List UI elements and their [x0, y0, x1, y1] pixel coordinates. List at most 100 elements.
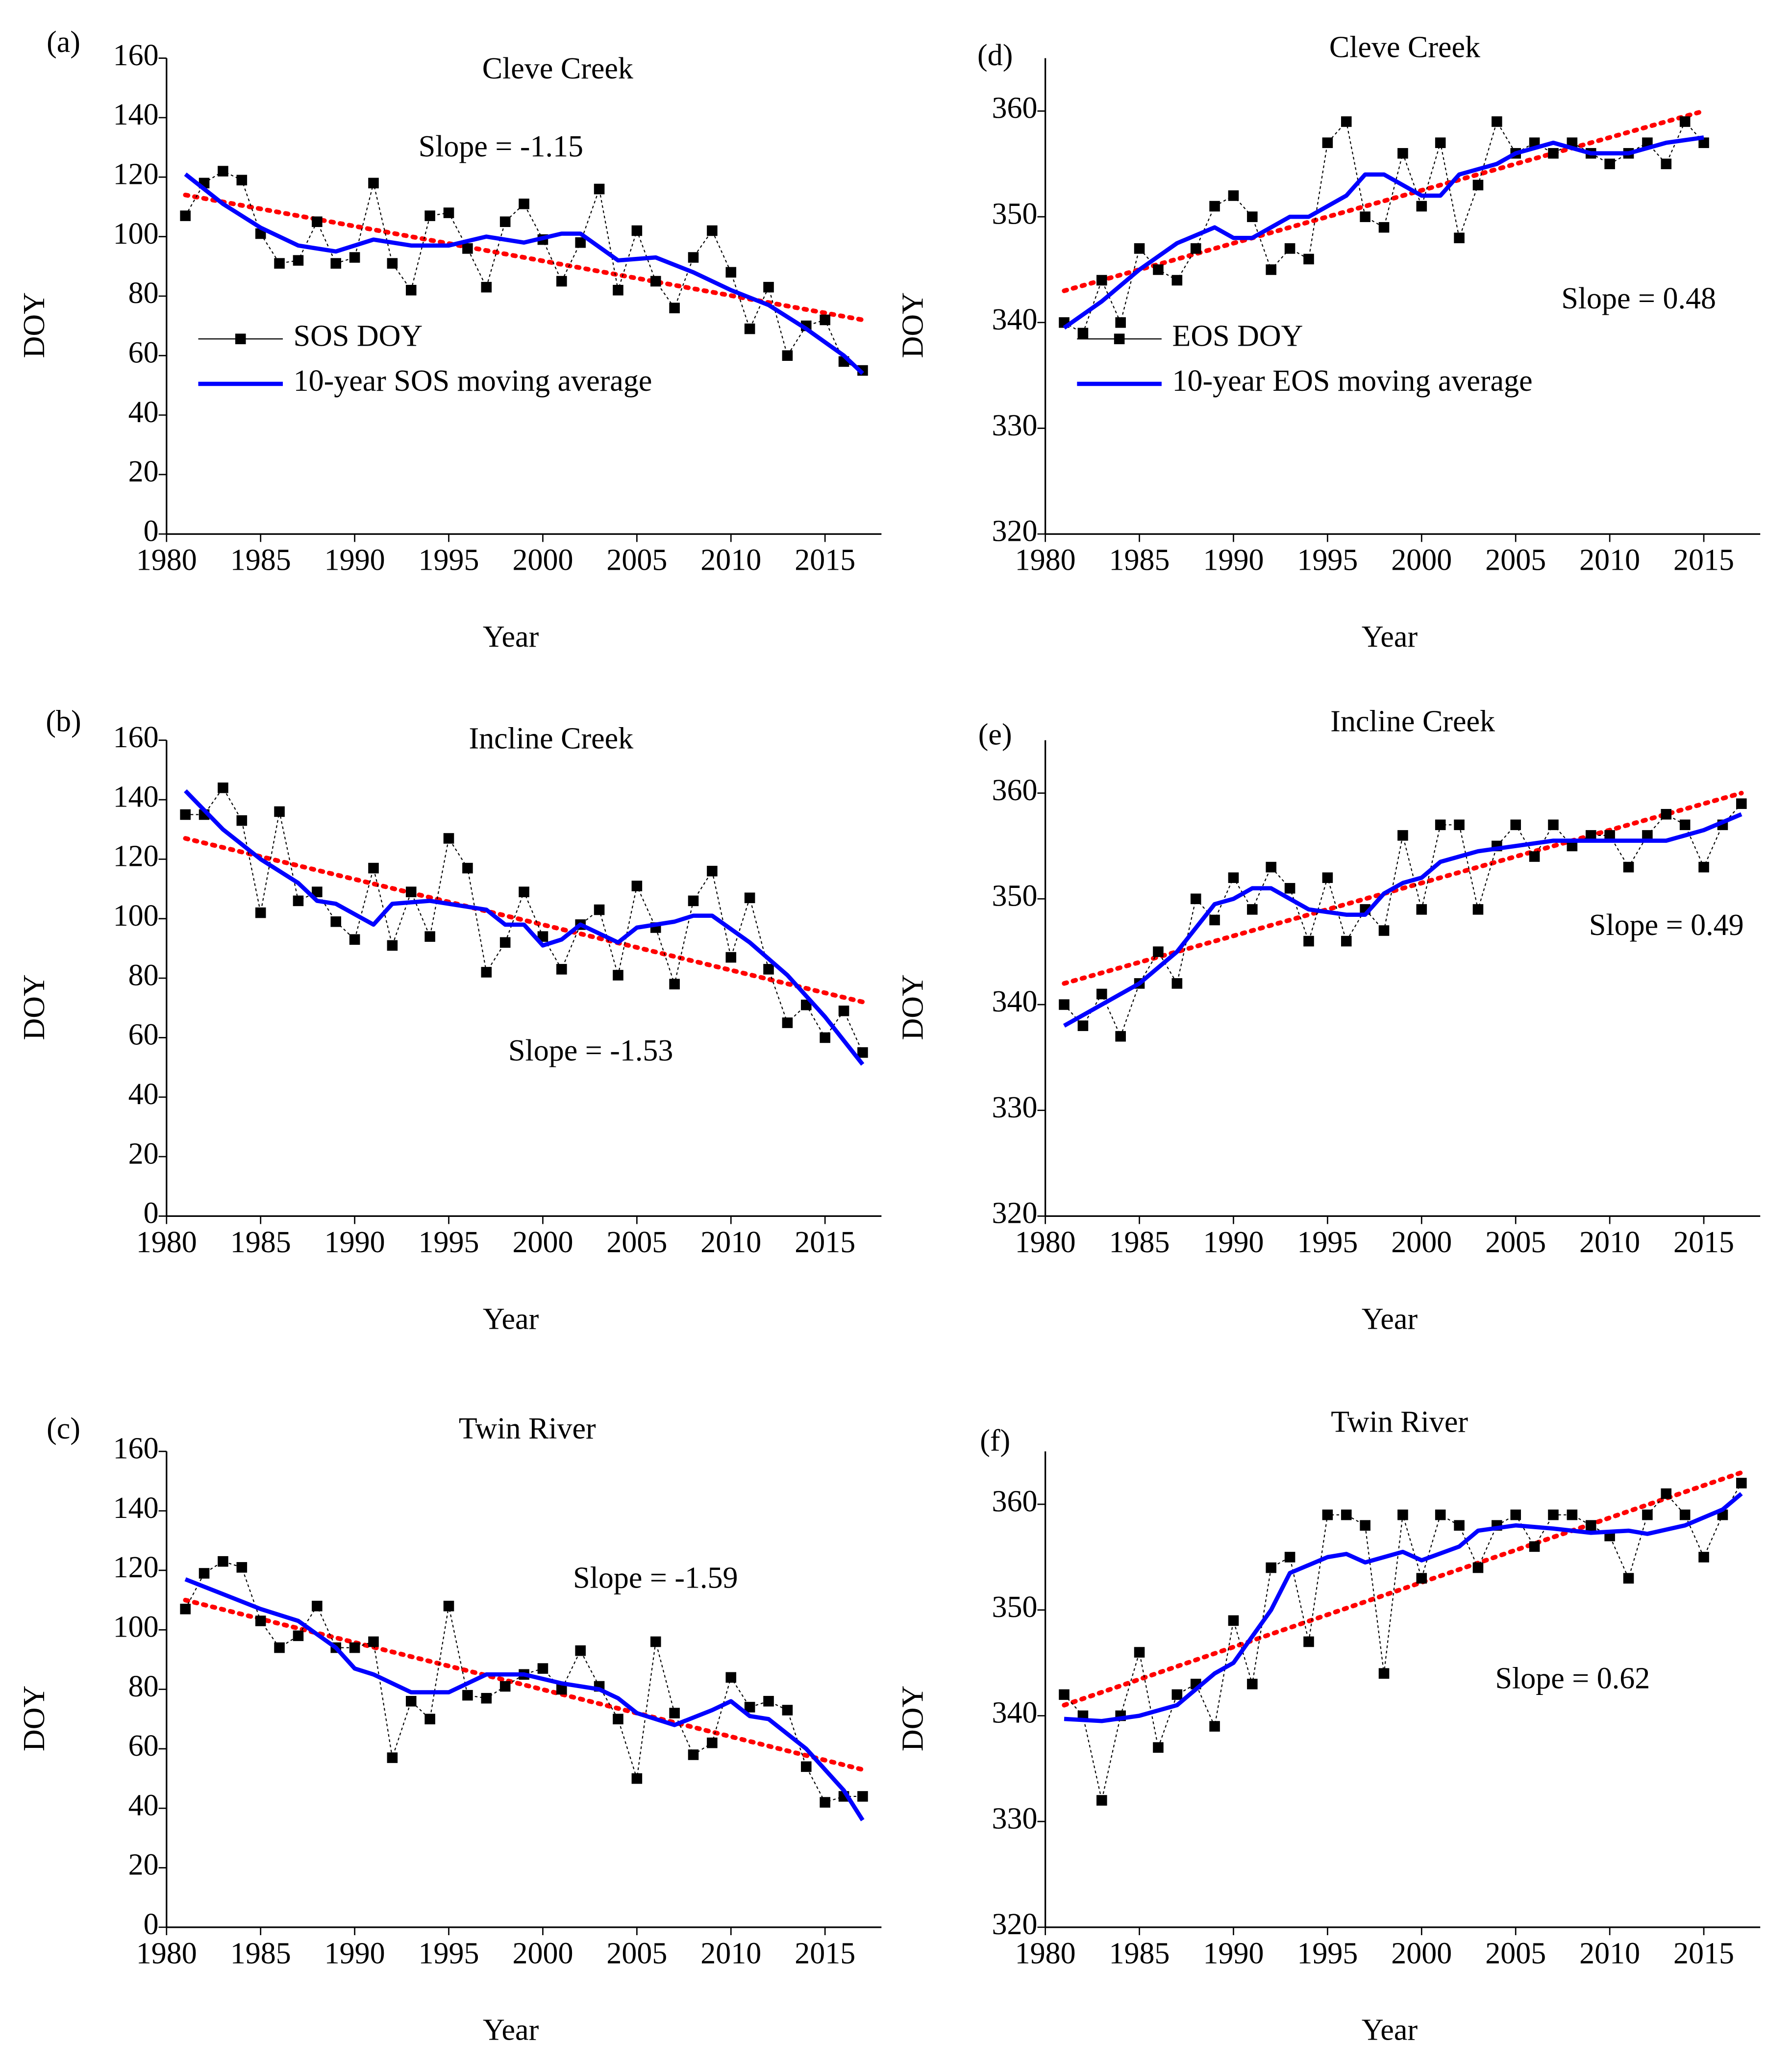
observed-point	[1228, 872, 1239, 883]
observed-point	[424, 1714, 435, 1724]
observed-point	[613, 284, 623, 296]
observed-point	[1661, 808, 1672, 820]
observed-point	[1548, 148, 1559, 159]
y-tick-label: 0	[144, 514, 159, 548]
observed-point	[1247, 904, 1258, 915]
observed-line	[185, 1561, 863, 1803]
observed-point	[330, 916, 342, 927]
observed-point	[368, 1636, 379, 1647]
observed-point	[1416, 201, 1427, 212]
panel-label: (b)	[46, 705, 81, 738]
observed-point	[387, 1752, 398, 1763]
panel: 0 20 40 60 80 100 120 140 160 1980 1985 1990 1995 200…	[18, 25, 882, 654]
observed-point	[405, 886, 417, 897]
observed-point	[1209, 1721, 1220, 1732]
observed-point	[1698, 1552, 1709, 1563]
moving-average-line	[1063, 812, 1742, 1028]
observed-point	[1378, 222, 1390, 233]
x-axis-label: Year	[483, 620, 539, 654]
panel: 0 20 40 60 80 100 120 140 160 1980 1985 1990 1995 200…	[18, 705, 882, 1336]
panel-label: (f)	[980, 1424, 1010, 1457]
observed-point	[180, 809, 191, 820]
observed-point	[293, 1630, 304, 1641]
x-tick-label: 1985	[1109, 1226, 1170, 1259]
panel-label: (d)	[977, 39, 1013, 72]
y-tick-label: 100	[113, 899, 159, 933]
panel: 320 330 340 350 360 1980 1985 1990 1995 2000 2005 2…	[896, 1406, 1761, 2047]
x-tick-label: 2010	[700, 1937, 761, 1970]
observed-point	[218, 166, 228, 177]
x-tick-label: 2010	[1579, 1937, 1640, 1970]
observed-point	[1454, 1520, 1465, 1531]
y-tick-label: 100	[113, 1610, 159, 1643]
trend-line	[183, 836, 865, 1005]
legend-swatch	[1114, 333, 1125, 345]
observed-point	[1228, 1615, 1239, 1626]
x-tick-label: 2015	[795, 544, 855, 577]
observed-point	[631, 1773, 643, 1784]
y-tick-label: 140	[113, 98, 159, 131]
x-axis-label: Year	[483, 1302, 539, 1336]
observed-point	[1585, 1520, 1596, 1531]
observed-point	[1397, 148, 1408, 159]
y-tick-label: 20	[128, 1848, 159, 1882]
panel: 0 20 40 60 80 100 120 140 160 1980 1985 1990 1995 200…	[18, 1412, 882, 2047]
observed-point	[499, 937, 511, 948]
observed-point	[1171, 275, 1183, 286]
observed-point	[1416, 1573, 1427, 1584]
observed-point	[763, 1696, 774, 1707]
observed-point	[725, 952, 737, 963]
observed-point	[725, 267, 737, 278]
observed-point	[1567, 1509, 1578, 1520]
x-tick-label: 2000	[1391, 544, 1452, 577]
observed-point	[1190, 243, 1201, 254]
observed-point	[1623, 1573, 1634, 1584]
y-tick-label: 320	[992, 1908, 1037, 1941]
observed-point	[424, 210, 435, 221]
trend-line	[1062, 1470, 1744, 1708]
moving-average-line	[1064, 1492, 1743, 1723]
y-tick-label: 350	[992, 197, 1037, 230]
observed-point	[1642, 830, 1653, 841]
observed-point	[218, 1556, 228, 1567]
observed-point	[1096, 988, 1107, 1000]
observed-point	[1736, 1478, 1747, 1489]
observed-point	[1190, 893, 1201, 905]
observed-point	[707, 225, 718, 236]
slope-annotation: Slope = 0.48	[1561, 282, 1716, 315]
x-axis-label: Year	[1362, 2014, 1418, 2047]
x-tick-label: 1990	[1203, 1226, 1264, 1259]
legend-label: SOS DOY	[294, 319, 423, 353]
observed-point	[1548, 1509, 1559, 1520]
observed-point	[556, 276, 567, 287]
y-tick-label: 20	[128, 455, 159, 488]
slope-annotation: Slope = -1.53	[508, 1034, 673, 1067]
observed-point	[1679, 1509, 1691, 1520]
chart-title: Incline Creek	[469, 722, 633, 756]
y-axis-label: DOY	[896, 974, 930, 1040]
panel-label: (e)	[978, 718, 1012, 752]
observed-point	[462, 243, 473, 254]
observed-point	[1548, 819, 1559, 831]
observed-point	[1435, 1509, 1446, 1520]
trend-line	[1062, 790, 1744, 986]
observed-point	[274, 1642, 285, 1653]
observed-point	[1247, 1678, 1258, 1690]
y-tick-label: 340	[992, 303, 1037, 336]
x-axis-label: Year	[1362, 620, 1418, 654]
legend-label: EOS DOY	[1172, 319, 1303, 353]
observed-point	[1378, 1668, 1390, 1679]
x-tick-label: 2005	[606, 1937, 667, 1970]
observed-point	[1209, 914, 1220, 926]
y-tick-label: 40	[128, 1078, 159, 1111]
observed-point	[1266, 861, 1277, 873]
y-tick-label: 120	[113, 1551, 159, 1584]
observed-point	[1604, 830, 1615, 841]
x-tick-label: 2000	[1391, 1226, 1452, 1259]
y-tick-label: 160	[113, 721, 159, 754]
observed-point	[1115, 317, 1126, 328]
y-tick-label: 60	[128, 336, 159, 369]
observed-point	[613, 970, 623, 981]
observed-point	[481, 281, 492, 293]
